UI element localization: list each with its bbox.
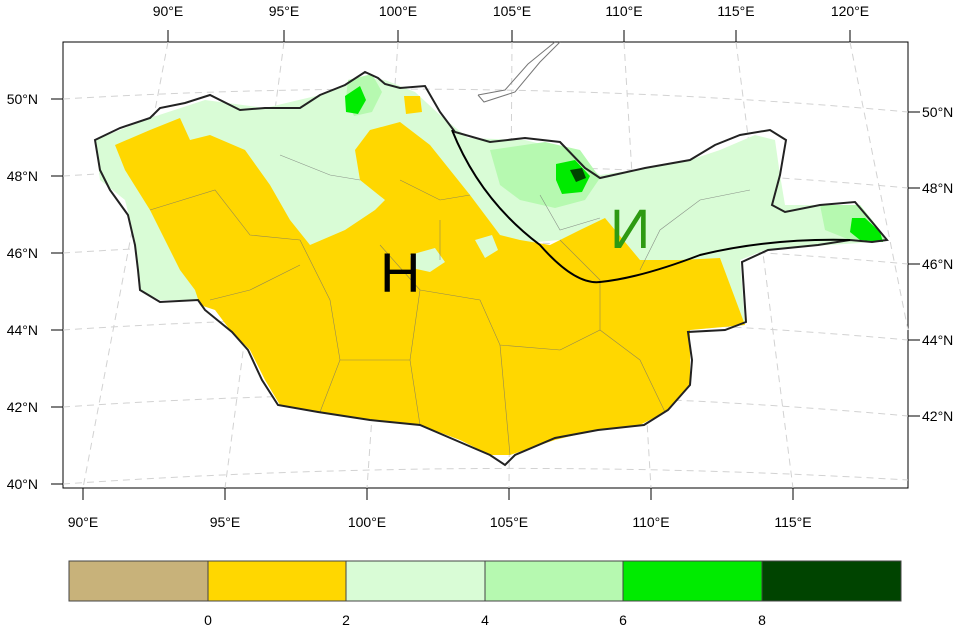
bottom-lon-label: 110°E <box>632 514 669 530</box>
left-lat-label: 50°N <box>7 91 38 107</box>
top-lon-label: 100°E <box>379 3 417 19</box>
colorbar-label: 2 <box>342 612 350 628</box>
top-lon-label: 120°E <box>831 3 869 19</box>
contour-fill-yellow-small <box>404 96 422 114</box>
bottom-ticks <box>82 488 794 500</box>
colorbar-swatch-3 <box>484 560 624 602</box>
contour-fill-yellow <box>115 118 745 455</box>
top-lon-label: 90°E <box>153 3 184 19</box>
top-lon-label: 115°E <box>717 3 754 19</box>
colorbar-labels: 0 2 4 6 8 <box>204 612 766 628</box>
colorbar-label: 6 <box>619 612 627 628</box>
bottom-lon-label: 95°E <box>210 514 241 530</box>
right-lat-labels: 50°N 48°N 46°N 44°N 42°N <box>922 104 953 424</box>
left-lat-labels: 50°N 48°N 46°N 44°N 42°N 40°N <box>7 91 38 492</box>
colorbar-swatch-4 <box>622 560 763 602</box>
colorbar-swatch-1 <box>207 560 347 602</box>
bottom-lon-label: 90°E <box>68 514 99 530</box>
contour-fill-8plus <box>570 168 586 182</box>
division-line <box>451 129 851 284</box>
right-lat-label: 46°N <box>922 256 953 272</box>
bottom-lon-label: 100°E <box>348 514 386 530</box>
left-ticks <box>51 98 63 485</box>
top-lon-label: 110°E <box>605 3 642 19</box>
colorbar-swatch-2 <box>345 560 486 602</box>
contour-fill-2-4 <box>95 78 885 330</box>
colorbar-label: 0 <box>204 612 212 628</box>
colorbar-swatch-5 <box>761 560 902 602</box>
contour-fill-6-8-east <box>850 218 883 242</box>
right-ticks <box>908 111 920 417</box>
left-lat-label: 48°N <box>7 168 38 184</box>
bottom-lon-labels: 90°E 95°E 100°E 105°E 110°E 115°E <box>68 514 812 530</box>
top-lon-label: 105°E <box>493 3 531 19</box>
region-label-i: И <box>610 197 650 260</box>
country-outline <box>93 70 889 467</box>
right-lat-label: 48°N <box>922 180 953 196</box>
contour-hole-light-2 <box>475 235 498 258</box>
left-lat-label: 44°N <box>7 322 38 338</box>
colorbar-label: 8 <box>758 612 766 628</box>
right-lat-label: 44°N <box>922 332 953 348</box>
right-lat-label: 42°N <box>922 408 953 424</box>
bottom-lon-label: 115°E <box>774 514 811 530</box>
left-lat-label: 46°N <box>7 245 38 261</box>
neighbor-border <box>477 41 561 103</box>
contour-fills <box>95 74 885 455</box>
right-lat-label: 50°N <box>922 104 953 120</box>
left-lat-label: 40°N <box>7 476 38 492</box>
colorbar-label: 4 <box>481 612 489 628</box>
region-label-n: Н <box>380 241 420 304</box>
contour-hole-light <box>410 248 445 272</box>
bottom-lon-label: 105°E <box>490 514 528 530</box>
top-lon-label: 95°E <box>269 3 300 19</box>
left-lat-label: 42°N <box>7 399 38 415</box>
top-lon-labels: 90°E 95°E 100°E 105°E 110°E 115°E 120°E <box>153 3 869 19</box>
contour-fill-6-8-northwest <box>345 86 366 114</box>
colorbar-swatch-0 <box>68 560 209 602</box>
top-ticks <box>167 30 851 42</box>
colorbar <box>68 560 902 602</box>
province-boundaries <box>149 154 751 456</box>
